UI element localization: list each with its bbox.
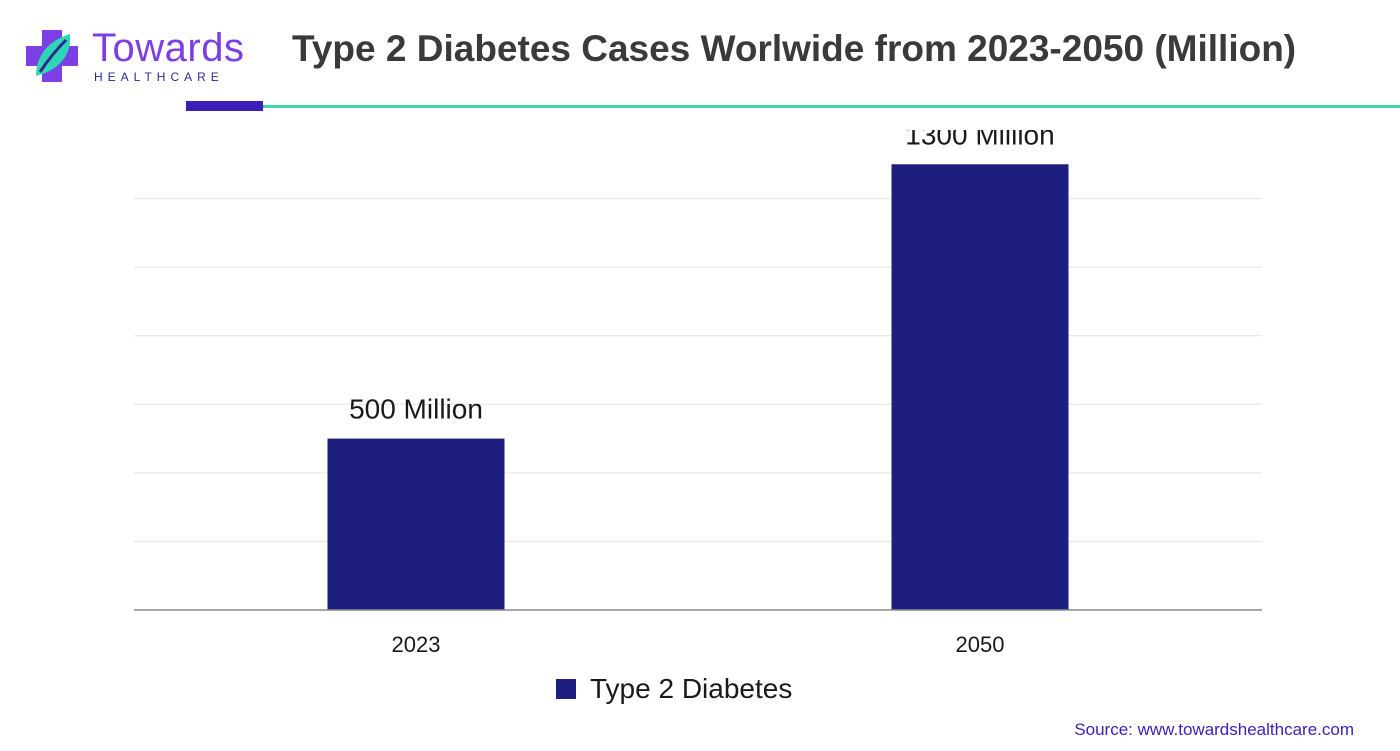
- data-label-2050: 1300 Million: [905, 130, 1054, 150]
- brand-logo: Towards HEALTHCARE: [20, 24, 244, 88]
- brand-subtitle: HEALTHCARE: [94, 70, 224, 84]
- bar-chart: 500 Million 2023 1300 Million 2050: [134, 130, 1262, 657]
- x-tick-label-2023: 2023: [392, 632, 441, 657]
- data-label-2023: 500 Million: [349, 394, 483, 425]
- legend: Type 2 Diabetes: [556, 672, 792, 706]
- source-note: Source: www.towardshealthcare.com: [1074, 720, 1354, 739]
- bar-2023: [327, 438, 505, 610]
- bar-2050: [891, 164, 1069, 610]
- medical-cross-leaf-icon: [26, 30, 78, 82]
- header-accent-bar: [186, 101, 263, 111]
- legend-label: Type 2 Diabetes: [590, 673, 793, 704]
- page-title: Type 2 Diabetes Cases Worlwide from 2023…: [292, 28, 1297, 69]
- legend-swatch: [556, 679, 576, 699]
- brand-name: Towards: [92, 26, 245, 70]
- x-tick-label-2050: 2050: [956, 632, 1005, 657]
- header-divider-line: [263, 105, 1400, 108]
